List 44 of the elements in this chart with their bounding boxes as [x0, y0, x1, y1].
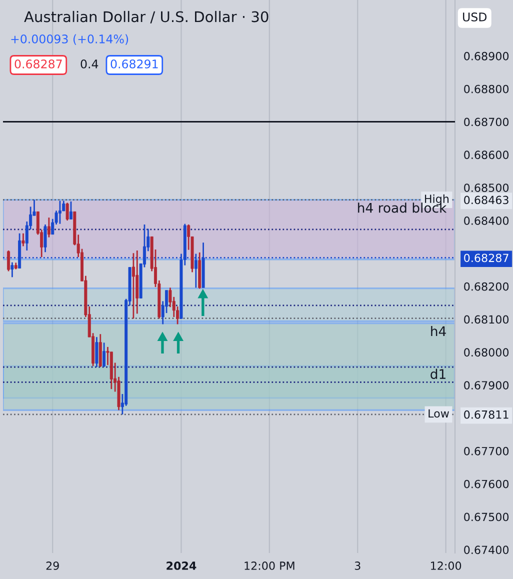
text: USD [463, 12, 487, 22]
annotation: 0.4 [80, 59, 98, 68]
x-tick-label: 12:00 [431, 562, 462, 570]
y-tick-label: 0.67811 [464, 410, 508, 419]
y-tick-label: 0.68100 [464, 315, 509, 324]
y-tick-label: 0.67900 [464, 381, 509, 390]
y-tick-label: 0.68700 [464, 118, 509, 126]
y-tick-label: 0.68600 [464, 150, 509, 160]
candlestick [98, 333, 102, 368]
y-tick-label: 0.68900 [464, 52, 509, 60]
text: +0.00093 (+0.14%) [11, 34, 128, 45]
y-tick-label: 0.68200 [464, 282, 509, 291]
y-tick-label: 0.68287 [464, 254, 508, 262]
band-label: h4 [431, 326, 446, 336]
candlestick [102, 342, 106, 368]
y-tick-label: 0.67400 [464, 546, 509, 554]
x-tick-label: 29 [46, 562, 59, 570]
candlestick [44, 224, 47, 253]
candlestick [22, 232, 25, 247]
y-tick-label: 0.67600 [464, 480, 509, 488]
x-tick-label: 12:00 PM [244, 562, 294, 570]
candlestick [69, 200, 72, 220]
ref-line-label: Low [428, 409, 449, 418]
y-tick-label: 0.67700 [464, 446, 509, 456]
y-tick-label: 0.68463 [464, 196, 508, 204]
annotation: 0.68291 [110, 59, 158, 68]
candlestick [10, 262, 14, 278]
x-tick-label: 3 [354, 562, 360, 570]
candlestick [136, 250, 139, 314]
candlestick [95, 336, 98, 368]
candlestick [47, 216, 50, 238]
candlestick [7, 250, 10, 272]
y-tick-label: 0.68500 [464, 184, 509, 192]
y-tick-label: 0.68800 [464, 84, 509, 94]
annotation: 0.68287 [14, 59, 62, 68]
y-tick-label: 0.68000 [464, 348, 509, 357]
text: Australian Dollar / U.S. Dollar · 30 [24, 10, 268, 24]
y-tick-label: 0.67500 [464, 512, 509, 522]
candlestick [132, 252, 135, 320]
band-label: d1 [430, 368, 446, 380]
y-tick-label: 0.68400 [464, 216, 509, 225]
x-tick-label: 2024 [166, 562, 196, 570]
candlestick [58, 200, 62, 225]
candlestick [66, 202, 69, 222]
